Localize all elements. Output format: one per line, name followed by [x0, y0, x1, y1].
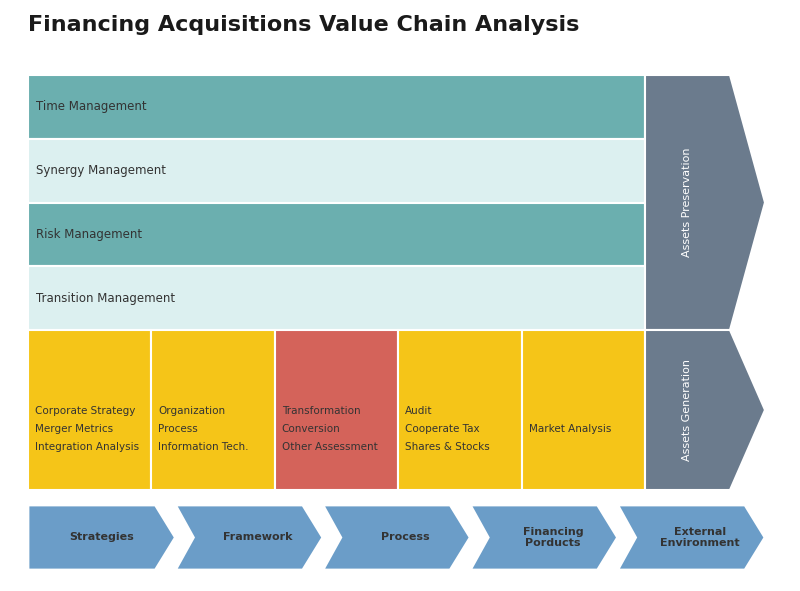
Text: Audit: Audit: [406, 406, 433, 416]
Bar: [522, 330, 645, 490]
Text: Risk Management: Risk Management: [36, 228, 142, 241]
Text: Shares & Stocks: Shares & Stocks: [406, 442, 490, 452]
Text: Transformation: Transformation: [282, 406, 361, 416]
Bar: [151, 330, 275, 490]
Bar: [28, 203, 645, 267]
Text: Strategies: Strategies: [70, 532, 134, 543]
Polygon shape: [645, 330, 765, 490]
Text: Process: Process: [381, 532, 430, 543]
Text: Market Analysis: Market Analysis: [529, 424, 611, 434]
Bar: [275, 330, 398, 490]
Text: Synergy Management: Synergy Management: [36, 164, 166, 177]
Polygon shape: [28, 505, 175, 570]
Bar: [28, 267, 645, 330]
Text: Framework: Framework: [223, 532, 293, 543]
Polygon shape: [618, 505, 765, 570]
Polygon shape: [645, 75, 765, 330]
Text: Financing
Porducts: Financing Porducts: [522, 527, 583, 548]
Text: Information Tech.: Information Tech.: [158, 442, 249, 452]
Text: Integration Analysis: Integration Analysis: [35, 442, 139, 452]
Text: Time Management: Time Management: [36, 100, 146, 113]
Bar: [28, 75, 645, 139]
Polygon shape: [175, 505, 323, 570]
Text: External
Environment: External Environment: [661, 527, 740, 548]
Polygon shape: [470, 505, 618, 570]
Text: Organization: Organization: [158, 406, 226, 416]
Text: Other Assessment: Other Assessment: [282, 442, 378, 452]
Text: Financing Acquisitions Value Chain Analysis: Financing Acquisitions Value Chain Analy…: [28, 15, 579, 35]
Text: Assets Preservation: Assets Preservation: [682, 148, 693, 257]
Bar: [28, 330, 151, 490]
Text: Corporate Strategy: Corporate Strategy: [35, 406, 135, 416]
Polygon shape: [323, 505, 470, 570]
Bar: [28, 139, 645, 203]
Text: Transition Management: Transition Management: [36, 291, 175, 304]
Text: Cooperate Tax: Cooperate Tax: [406, 424, 480, 434]
Text: Merger Metrics: Merger Metrics: [35, 424, 113, 434]
Text: Assets Generation: Assets Generation: [682, 359, 693, 461]
Text: Process: Process: [158, 424, 198, 434]
Text: Conversion: Conversion: [282, 424, 341, 434]
Bar: [398, 330, 522, 490]
